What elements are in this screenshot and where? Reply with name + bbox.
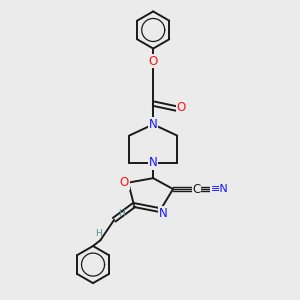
Text: N: N — [149, 156, 158, 169]
Text: C: C — [192, 182, 200, 196]
Text: H: H — [95, 229, 102, 238]
Text: O: O — [120, 176, 129, 189]
Text: H: H — [118, 209, 124, 218]
Text: O: O — [148, 55, 158, 68]
Text: N: N — [149, 118, 158, 131]
Text: O: O — [177, 101, 186, 114]
Text: ≡N: ≡N — [211, 184, 228, 194]
Text: N: N — [158, 207, 167, 220]
